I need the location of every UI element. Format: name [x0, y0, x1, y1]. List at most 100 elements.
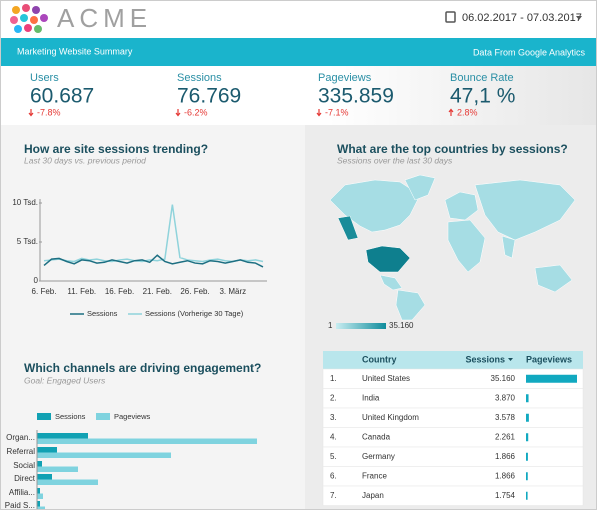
logo-text: ACME — [57, 3, 152, 33]
bar — [37, 452, 171, 458]
sessions: 1.754 — [495, 491, 516, 500]
sessions: 1.866 — [495, 452, 516, 461]
x-tick-label: 11. Feb. — [67, 287, 96, 296]
header — [0, 0, 597, 38]
country: United Kingdom — [362, 413, 419, 422]
legend-label: Sessions (Vorherige 30 Tage) — [145, 309, 244, 318]
rank: 6. — [330, 471, 337, 480]
y-tick-label: Direct — [14, 474, 36, 483]
delta-arrow — [316, 109, 322, 117]
table-header — [323, 351, 583, 369]
sessions: 1.866 — [495, 471, 516, 480]
country: United States — [362, 374, 410, 383]
pageviews-bar — [526, 413, 529, 422]
bar — [37, 466, 78, 472]
bar — [37, 461, 42, 467]
pageviews-bar — [526, 491, 528, 500]
y-tick-label: 10 Tsd. — [12, 198, 38, 207]
map-legend-max: 35.160 — [389, 321, 414, 330]
map-title: What are the top countries by sessions? — [337, 142, 568, 156]
kpi-row — [0, 66, 597, 125]
bar — [37, 447, 57, 453]
logo — [10, 4, 48, 33]
rank: 1. — [330, 374, 337, 383]
bar — [37, 479, 98, 485]
x-tick-label: 3. März — [219, 287, 246, 296]
map-subtitle: Sessions over the last 30 days — [337, 155, 453, 165]
x-tick-label: 26. Feb. — [180, 287, 209, 296]
date-range[interactable]: 06.02.2017 - 07.03.2017 — [462, 12, 582, 24]
pageviews-bar — [526, 433, 529, 442]
legend-swatch — [37, 413, 51, 420]
rank: 4. — [330, 432, 337, 441]
column-header[interactable]: Pageviews — [526, 354, 572, 364]
bar — [37, 488, 40, 494]
table-row — [322, 485, 584, 506]
sessions: 35.160 — [491, 374, 516, 383]
bar — [37, 474, 52, 480]
bar — [37, 438, 257, 444]
country: Canada — [362, 432, 391, 441]
y-tick-label: Social — [13, 461, 35, 470]
column-header[interactable]: Country — [362, 354, 397, 364]
y-tick-label: 5 Tsd. — [17, 237, 38, 246]
rank: 2. — [330, 393, 337, 402]
line-series — [43, 254, 264, 268]
map-legend-gradient — [336, 323, 386, 329]
sort-arrow[interactable] — [508, 358, 513, 361]
rank: 7. — [330, 491, 337, 500]
pageviews-bar — [526, 472, 528, 481]
legend-label: Sessions — [87, 309, 118, 318]
delta-arrow — [28, 109, 34, 117]
line-series — [43, 204, 264, 263]
kpi-delta: 2.8% — [457, 107, 478, 117]
bar — [37, 506, 45, 510]
sessions: 2.261 — [495, 432, 516, 441]
pageviews-bar — [526, 452, 528, 461]
kpi-value: 76.769 — [177, 85, 241, 108]
calendar-icon — [445, 11, 456, 23]
banner-left: Marketing Website Summary — [17, 46, 133, 56]
delta-arrow — [175, 109, 181, 117]
y-tick-label: Affilia... — [9, 488, 35, 497]
kpi-value: 335.859 — [318, 85, 394, 108]
kpi-label: Bounce Rate — [450, 72, 514, 84]
bar — [37, 433, 88, 439]
kpi-delta: -6.2% — [184, 107, 208, 117]
kpi-label: Pageviews — [318, 72, 372, 84]
sessions: 3.870 — [495, 393, 516, 402]
y-tick-label: 0 — [34, 276, 39, 285]
pageviews-bar — [526, 394, 529, 403]
chart-title: Which channels are driving engagement? — [24, 361, 261, 375]
rank: 3. — [330, 413, 337, 422]
kpi-value: 47,1 % — [450, 85, 515, 108]
country: Germany — [362, 452, 395, 461]
x-tick-label: 16. Feb. — [105, 287, 134, 296]
map-legend-min: 1 — [328, 321, 333, 330]
x-tick-label: 6. Feb. — [32, 287, 57, 296]
chart-subtitle: Last 30 days vs. previous period — [24, 155, 146, 165]
y-tick-label: Referral — [7, 447, 36, 456]
pageviews-bar — [526, 374, 577, 383]
banner — [0, 38, 597, 66]
country: India — [362, 393, 380, 402]
column-header[interactable]: Sessions — [465, 354, 505, 364]
kpi-delta: -7.1% — [325, 107, 349, 117]
chart-subtitle: Goal: Engaged Users — [24, 375, 106, 385]
rank: 5. — [330, 452, 337, 461]
legend-label: Sessions — [55, 412, 86, 421]
legend-label: Pageviews — [114, 412, 151, 421]
bar — [37, 501, 40, 507]
kpi-label: Users — [30, 72, 59, 84]
x-tick-label: 21. Feb. — [143, 287, 172, 296]
banner-right: Data From Google Analytics — [473, 47, 586, 57]
kpi-label: Sessions — [177, 72, 222, 84]
y-tick-label: Paid S... — [5, 501, 35, 510]
y-tick-label: Organ... — [6, 433, 35, 442]
sessions: 3.578 — [495, 413, 516, 422]
left-panel — [0, 125, 305, 510]
dropdown-arrow[interactable] — [576, 16, 582, 20]
kpi-value: 60.687 — [30, 85, 94, 108]
